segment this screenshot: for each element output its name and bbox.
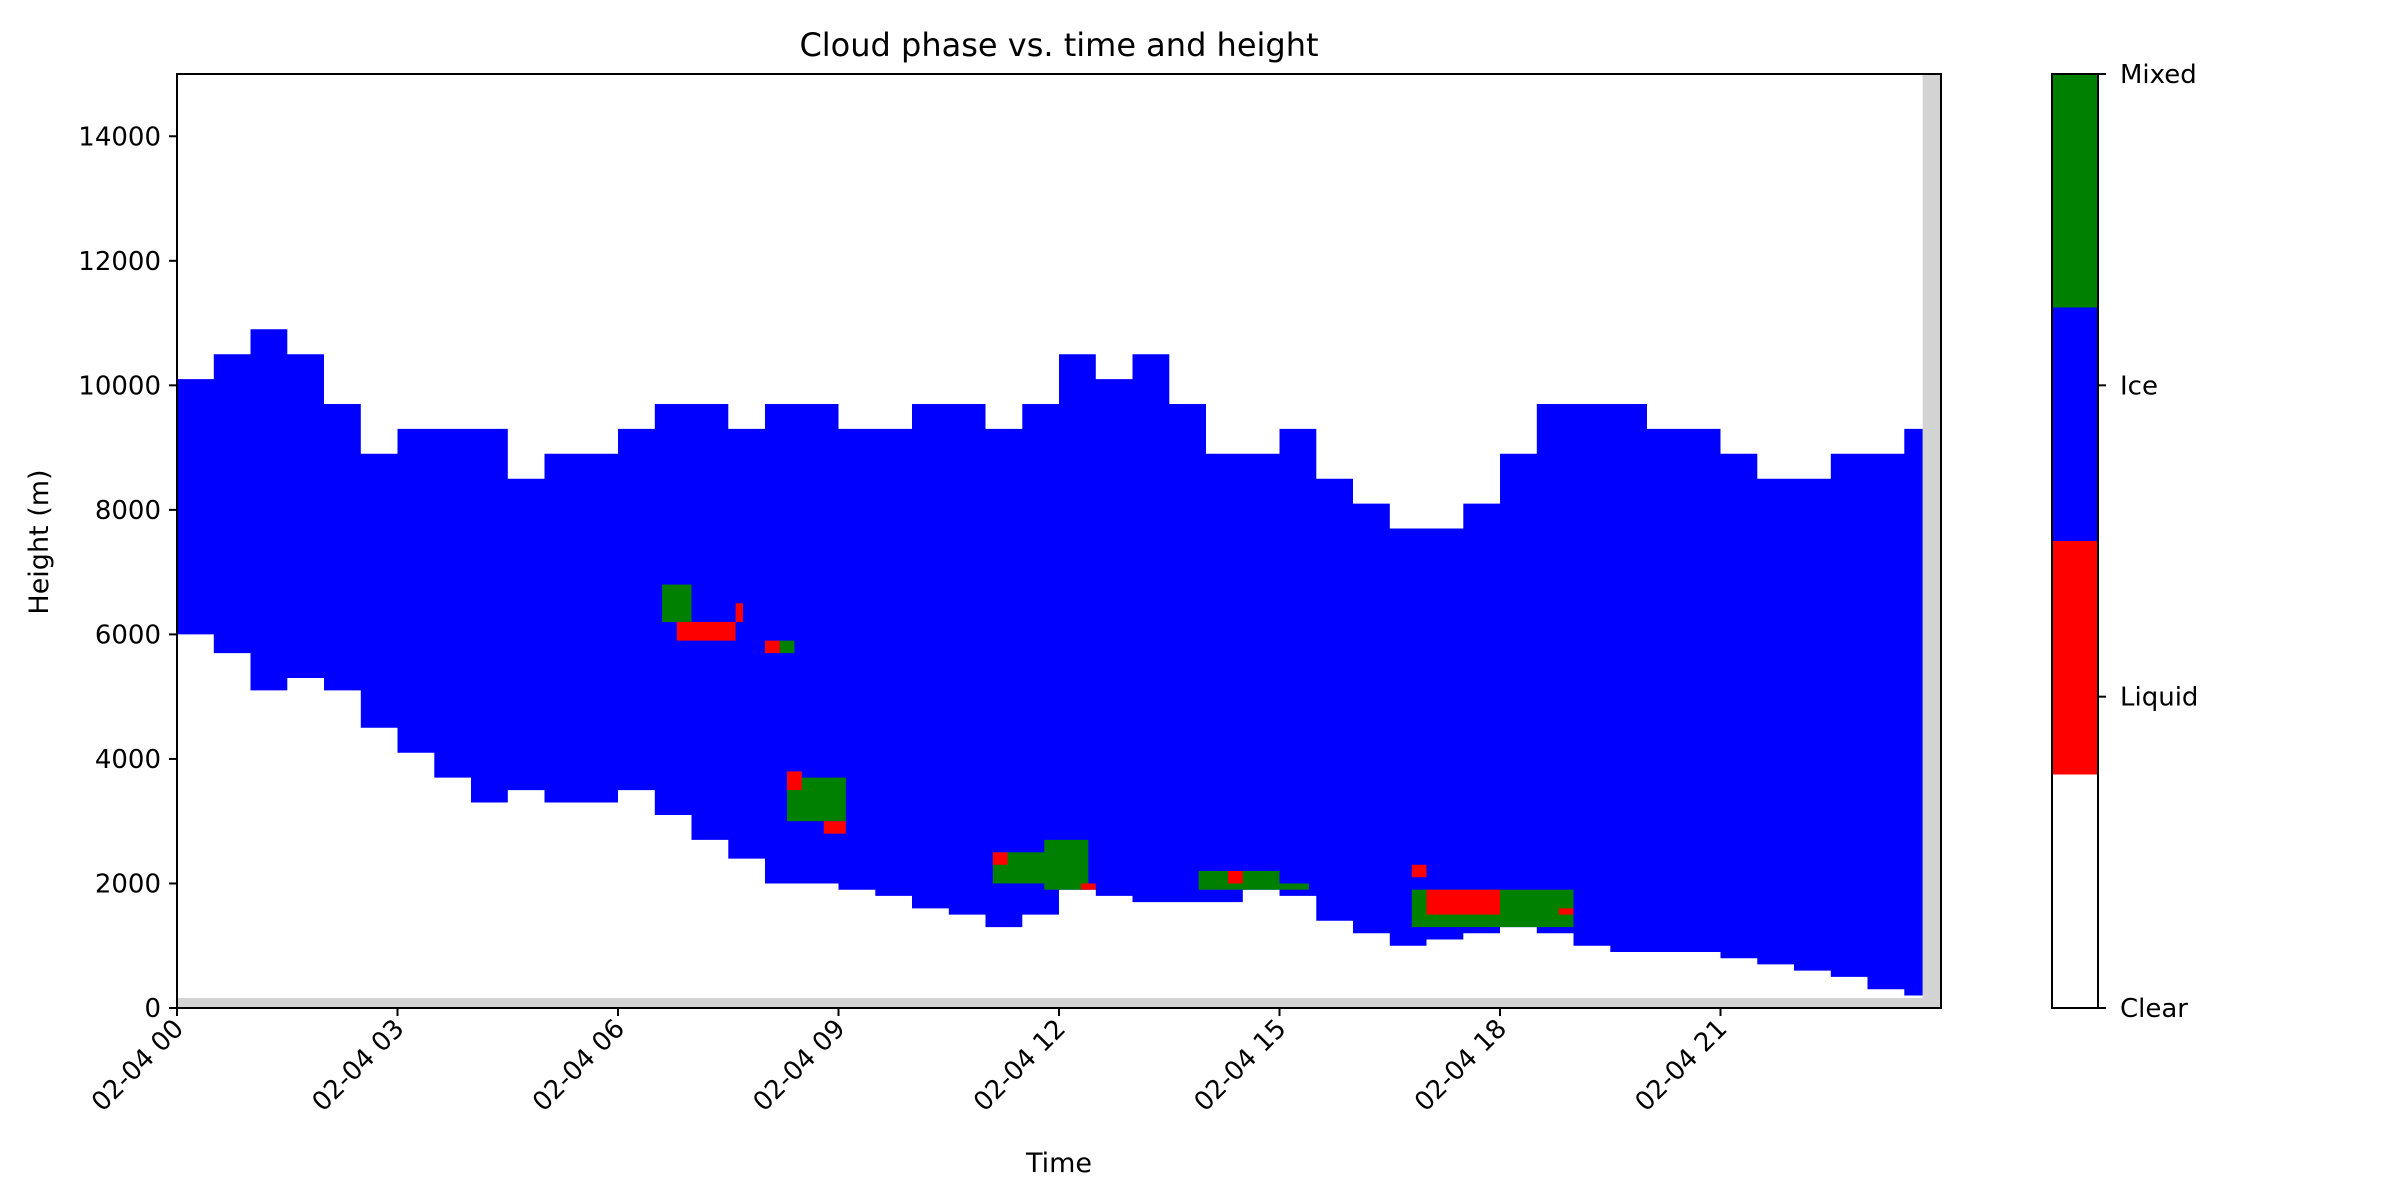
no-data-strip-right: [1922, 74, 1941, 1008]
y-tick-label: 10000: [78, 371, 161, 401]
colorbar: Clear Liquid Ice Mixed: [2051, 60, 2198, 1024]
colorbar-segment-liquid: [2052, 541, 2098, 775]
phase-patch-liquid-18: [1558, 908, 1574, 915]
colorbar-tick-label: Mixed: [2120, 60, 2197, 90]
colorbar-segment-mixed: [2052, 74, 2098, 308]
phase-patch-mixed-3: [779, 640, 795, 654]
y-tick-label: 2000: [95, 869, 161, 899]
y-tick-label: 12000: [78, 247, 161, 277]
chart-title: Cloud phase vs. time and height: [799, 26, 1318, 64]
phase-patch-liquid-4: [765, 640, 780, 654]
phase-patch-mixed-0: [662, 584, 692, 622]
phase-patch-mixed-9: [1044, 839, 1089, 890]
colorbar-segment-ice: [2052, 307, 2098, 541]
y-axis-label: Height (m): [24, 469, 55, 614]
x-axis-label: Time: [1025, 1148, 1092, 1179]
phase-patch-liquid-16: [1426, 889, 1500, 915]
phase-patch-liquid-6: [787, 771, 802, 791]
colorbar-tick-label: Liquid: [2120, 683, 2198, 713]
phase-patch-liquid-2: [735, 603, 743, 622]
y-tick-label: 0: [144, 994, 161, 1024]
phase-patch-liquid-10: [992, 852, 1008, 865]
colorbar-tick-label: Clear: [2120, 994, 2188, 1024]
phase-patch-liquid-17: [1411, 864, 1427, 878]
phase-patch-liquid-1: [676, 621, 736, 641]
phase-patch-liquid-7: [823, 821, 846, 834]
phase-patch-mixed-14: [1279, 883, 1309, 890]
colorbar-tick-label: Ice: [2120, 371, 2158, 401]
colorbar-frame: [2051, 73, 2099, 1009]
phase-patch-liquid-11: [1081, 883, 1096, 890]
y-tick-label: 14000: [78, 122, 161, 152]
no-data-strip-bottom: [177, 998, 1941, 1008]
y-tick-label: 6000: [95, 620, 161, 650]
ice-cloud-region: [177, 329, 1923, 996]
colorbar-segment-clear: [2052, 774, 2098, 1008]
phase-patch-liquid-13: [1228, 871, 1243, 884]
y-tick-label: 4000: [95, 745, 161, 775]
y-tick-label: 8000: [95, 496, 161, 526]
